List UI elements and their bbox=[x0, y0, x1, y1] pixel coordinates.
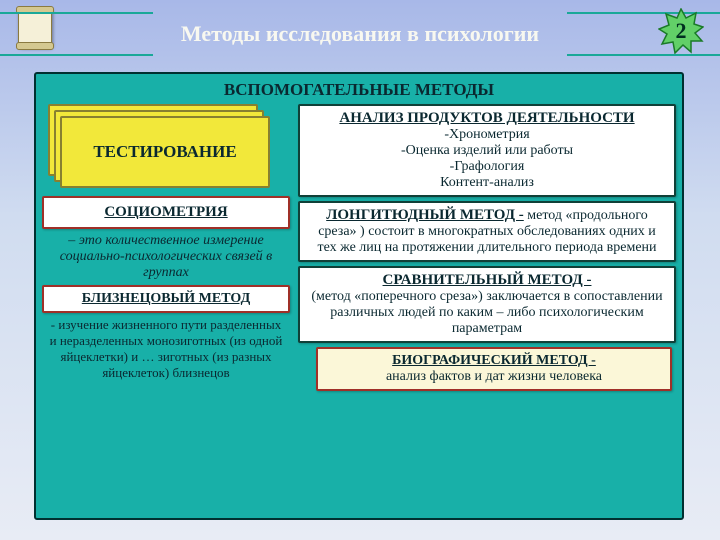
card-head: СРАВНИТЕЛЬНЫЙ МЕТОД - bbox=[308, 272, 666, 289]
list-item: -Графология bbox=[308, 159, 666, 175]
analysis-body: -Хронометрия -Оценка изделий или работы … bbox=[308, 127, 666, 191]
comparative-card: СРАВНИТЕЛЬНЫЙ МЕТОД - (метод «поперечног… bbox=[298, 266, 676, 343]
twins-desc: - изучение жизненного пути разделенных и… bbox=[42, 317, 290, 381]
card-head: ЛОНГИТЮДНЫЙ МЕТОД - bbox=[326, 207, 524, 223]
card-desc: анализ фактов и дат жизни человека bbox=[326, 369, 662, 385]
card-head: БИОГРАФИЧЕСКИЙ МЕТОД - bbox=[392, 353, 596, 368]
card-desc: (метод «поперечного среза») заключается … bbox=[308, 289, 666, 337]
twins-head-card: БЛИЗНЕЦОВЫЙ МЕТОД bbox=[42, 285, 290, 313]
card-head: СОЦИОМЕТРИЯ bbox=[48, 204, 284, 221]
list-item: -Хронометрия bbox=[308, 127, 666, 143]
analysis-card: АНАЛИЗ ПРОДУКТОВ ДЕЯТЕЛЬНОСТИ -Хронометр… bbox=[298, 104, 676, 197]
main-panel: ВСПОМОГАТЕЛЬНЫЕ МЕТОДЫ ТЕСТИРОВАНИЕ СОЦИ… bbox=[34, 72, 684, 520]
testing-card: ТЕСТИРОВАНИЕ bbox=[60, 116, 270, 188]
testing-card-stack: ТЕСТИРОВАНИЕ bbox=[48, 104, 276, 192]
card-head: АНАЛИЗ ПРОДУКТОВ ДЕЯТЕЛЬНОСТИ bbox=[308, 110, 666, 127]
title-bar: Методы исследования в психологии bbox=[0, 10, 720, 58]
list-item: Контент-анализ bbox=[308, 175, 666, 191]
page-number: 2 bbox=[676, 18, 687, 44]
sociometry-desc: – это количественное измерение социально… bbox=[42, 233, 290, 281]
list-item: -Оценка изделий или работы bbox=[308, 143, 666, 159]
sociometry-head-card: СОЦИОМЕТРИЯ bbox=[42, 196, 290, 229]
biographic-card: БИОГРАФИЧЕСКИЙ МЕТОД - анализ фактов и д… bbox=[316, 347, 672, 391]
card-head: БЛИЗНЕЦОВЫЙ МЕТОД bbox=[46, 291, 286, 307]
page-number-badge: 2 bbox=[658, 8, 704, 54]
section-title: ВСПОМОГАТЕЛЬНЫЕ МЕТОДЫ bbox=[42, 80, 676, 100]
title-stripe-left bbox=[0, 12, 153, 56]
card-body: ЛОНГИТЮДНЫЙ МЕТОД - метод «продольного с… bbox=[308, 207, 666, 256]
right-column: АНАЛИЗ ПРОДУКТОВ ДЕЯТЕЛЬНОСТИ -Хронометр… bbox=[298, 104, 676, 391]
page-title: Методы исследования в психологии bbox=[153, 21, 567, 47]
left-column: ТЕСТИРОВАНИЕ СОЦИОМЕТРИЯ – это количеств… bbox=[42, 104, 290, 391]
longitudinal-card: ЛОНГИТЮДНЫЙ МЕТОД - метод «продольного с… bbox=[298, 201, 676, 262]
